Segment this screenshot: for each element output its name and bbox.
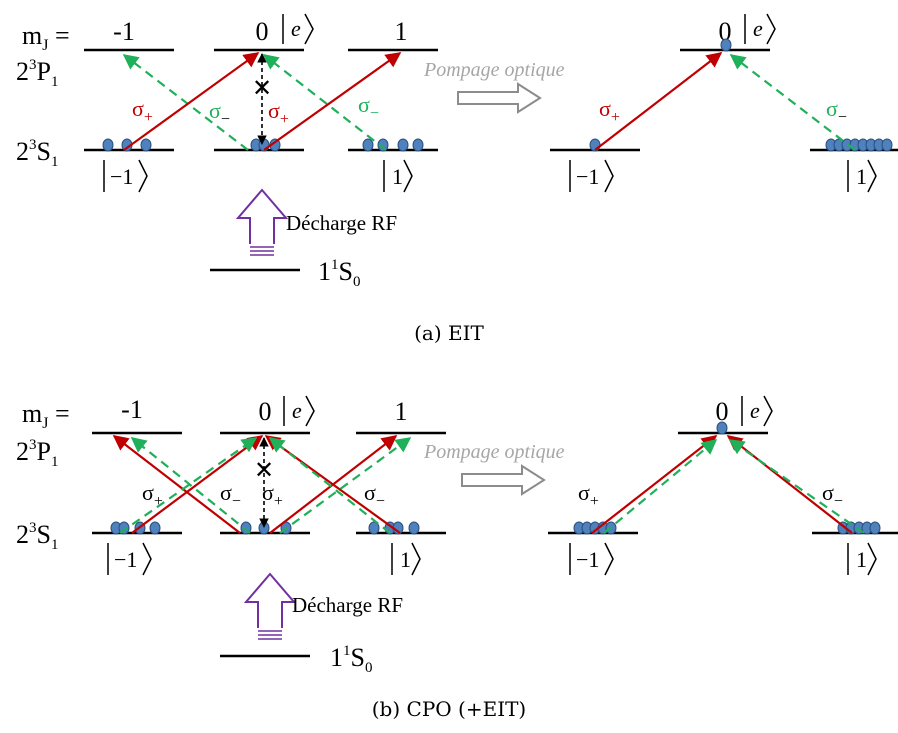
svg-text:1: 1 (392, 164, 403, 189)
svg-text:e: e (753, 16, 763, 41)
sigma-plus-label-2: σ+ (268, 98, 289, 128)
ket-1-b: 1 (391, 542, 421, 576)
caption-b: (b) CPO (+EIT) (372, 697, 526, 721)
svg-text:−1: −1 (576, 547, 599, 572)
pumping-label-b: Pompage optique (423, 441, 565, 463)
discharge-arrow-a (235, 188, 289, 256)
sigma-minus-label-b-1: σ− (220, 480, 241, 510)
sigma-minus-pumped-label-b: σ− (822, 480, 843, 510)
sigma-plus-arrow-2 (263, 52, 402, 151)
svg-text:1: 1 (400, 547, 411, 572)
mj-minus1-label: -1 (113, 17, 135, 46)
panel-b: mJ = -1 0 1 e 23P1 23S1 (16, 395, 898, 721)
ket-1-pumped-a: 1 (847, 159, 877, 193)
pumping-arrow-b (461, 464, 546, 496)
atoms-a-right (362, 138, 424, 152)
sigma-plus-label-1: σ+ (132, 96, 153, 126)
atoms-a-left (102, 138, 152, 152)
ground-level-label-a: 11S0 (318, 257, 360, 290)
atoms-minus1-pumped-b (573, 521, 617, 535)
discharge-label-b: Décharge RF (292, 593, 403, 617)
green-arrow-pumped-b-2 (728, 439, 865, 534)
mj-label-b: mJ = (22, 399, 70, 432)
mj-minus1-label-b: -1 (121, 395, 143, 424)
mj-label: mJ = (22, 21, 70, 54)
sigma-plus-pumped-label-b: σ+ (578, 480, 599, 510)
level-2-3P1-label-b: 23P1 (16, 437, 58, 470)
blocked-mark-b: ✕ (254, 456, 274, 484)
pumping-label-a: Pompage optique (423, 59, 565, 81)
mj-0-label-b: 0 (259, 397, 272, 426)
sigma-plus-label-b-2: σ+ (262, 480, 283, 510)
green-arrow-b-2 (119, 437, 258, 534)
svg-text:1: 1 (856, 547, 867, 572)
pumping-arrow-a (457, 82, 542, 114)
ket-1-pumped-b: 1 (847, 542, 877, 576)
ket-minus1-b: −1 (107, 542, 152, 576)
ket-minus1-a: −1 (103, 159, 148, 193)
ket-1-a: 1 (383, 159, 413, 193)
ket-e-pumped-a: e (744, 13, 776, 45)
atoms-1-pumped-a (825, 138, 893, 152)
green-arrow-b-3 (268, 437, 391, 534)
svg-text:−1: −1 (110, 164, 133, 189)
discharge-label-a: Décharge RF (286, 211, 397, 235)
level-2-3S1-label: 23S1 (16, 137, 58, 170)
svg-text:e: e (291, 16, 301, 41)
mj-1-label-b: 1 (395, 397, 408, 426)
svg-text:1: 1 (856, 164, 867, 189)
mj-0-pumped-label-b: 0 (716, 397, 729, 426)
svg-text:−1: −1 (576, 164, 599, 189)
atom-excited-b (716, 421, 728, 435)
ket-e-b: e (283, 395, 315, 427)
level-2-3S1-label-b: 23S1 (16, 520, 58, 553)
ket-e-a: e (282, 13, 314, 45)
green-arrow-pumped-b-1 (603, 439, 718, 534)
sigma-minus-label-1: σ− (209, 98, 230, 128)
sigma-plus-arrow-1 (123, 52, 260, 151)
level-2-3P1-label: 23P1 (16, 57, 58, 90)
sigma-plus-pumped-label-a: σ+ (599, 96, 620, 126)
svg-text:e: e (750, 398, 760, 423)
ket-minus1-pumped-b: −1 (569, 542, 614, 576)
red-arrow-pumped-b-1 (591, 435, 718, 534)
mj-0-label: 0 (256, 17, 269, 46)
blocked-mark: ✕ (252, 74, 272, 102)
ket-minus1-pumped-a: −1 (569, 159, 614, 193)
sigma-minus-label-2: σ− (358, 92, 379, 122)
sigma-minus-arrow-1 (122, 54, 249, 151)
sigma-minus-label-b-2: σ− (364, 480, 385, 510)
atom-excited-a (720, 38, 732, 52)
sigma-plus-label-b-1: σ+ (142, 480, 163, 510)
ket-e-pumped-b: e (741, 395, 773, 427)
mj-1-label: 1 (395, 17, 408, 46)
svg-text:e: e (292, 398, 302, 423)
green-arrow-b-4 (279, 437, 412, 534)
red-arrow-b-4 (269, 435, 398, 534)
mj-0-pumped-label-a: 0 (719, 17, 732, 46)
green-arrow-b-1 (130, 437, 251, 534)
sigma-plus-arrow-pumped-a (594, 52, 723, 151)
sigma-minus-arrow-pumped-a (729, 54, 856, 151)
sigma-minus-pumped-label-a: σ− (826, 96, 847, 126)
svg-text:−1: −1 (114, 547, 137, 572)
sigma-minus-arrow-2 (262, 54, 387, 151)
ground-level-label-b: 11S0 (330, 643, 372, 676)
panel-a: mJ = -1 0 1 e 23P1 23S1 (16, 13, 898, 345)
discharge-arrow-b (243, 572, 297, 640)
caption-a: (a) EIT (414, 321, 484, 345)
